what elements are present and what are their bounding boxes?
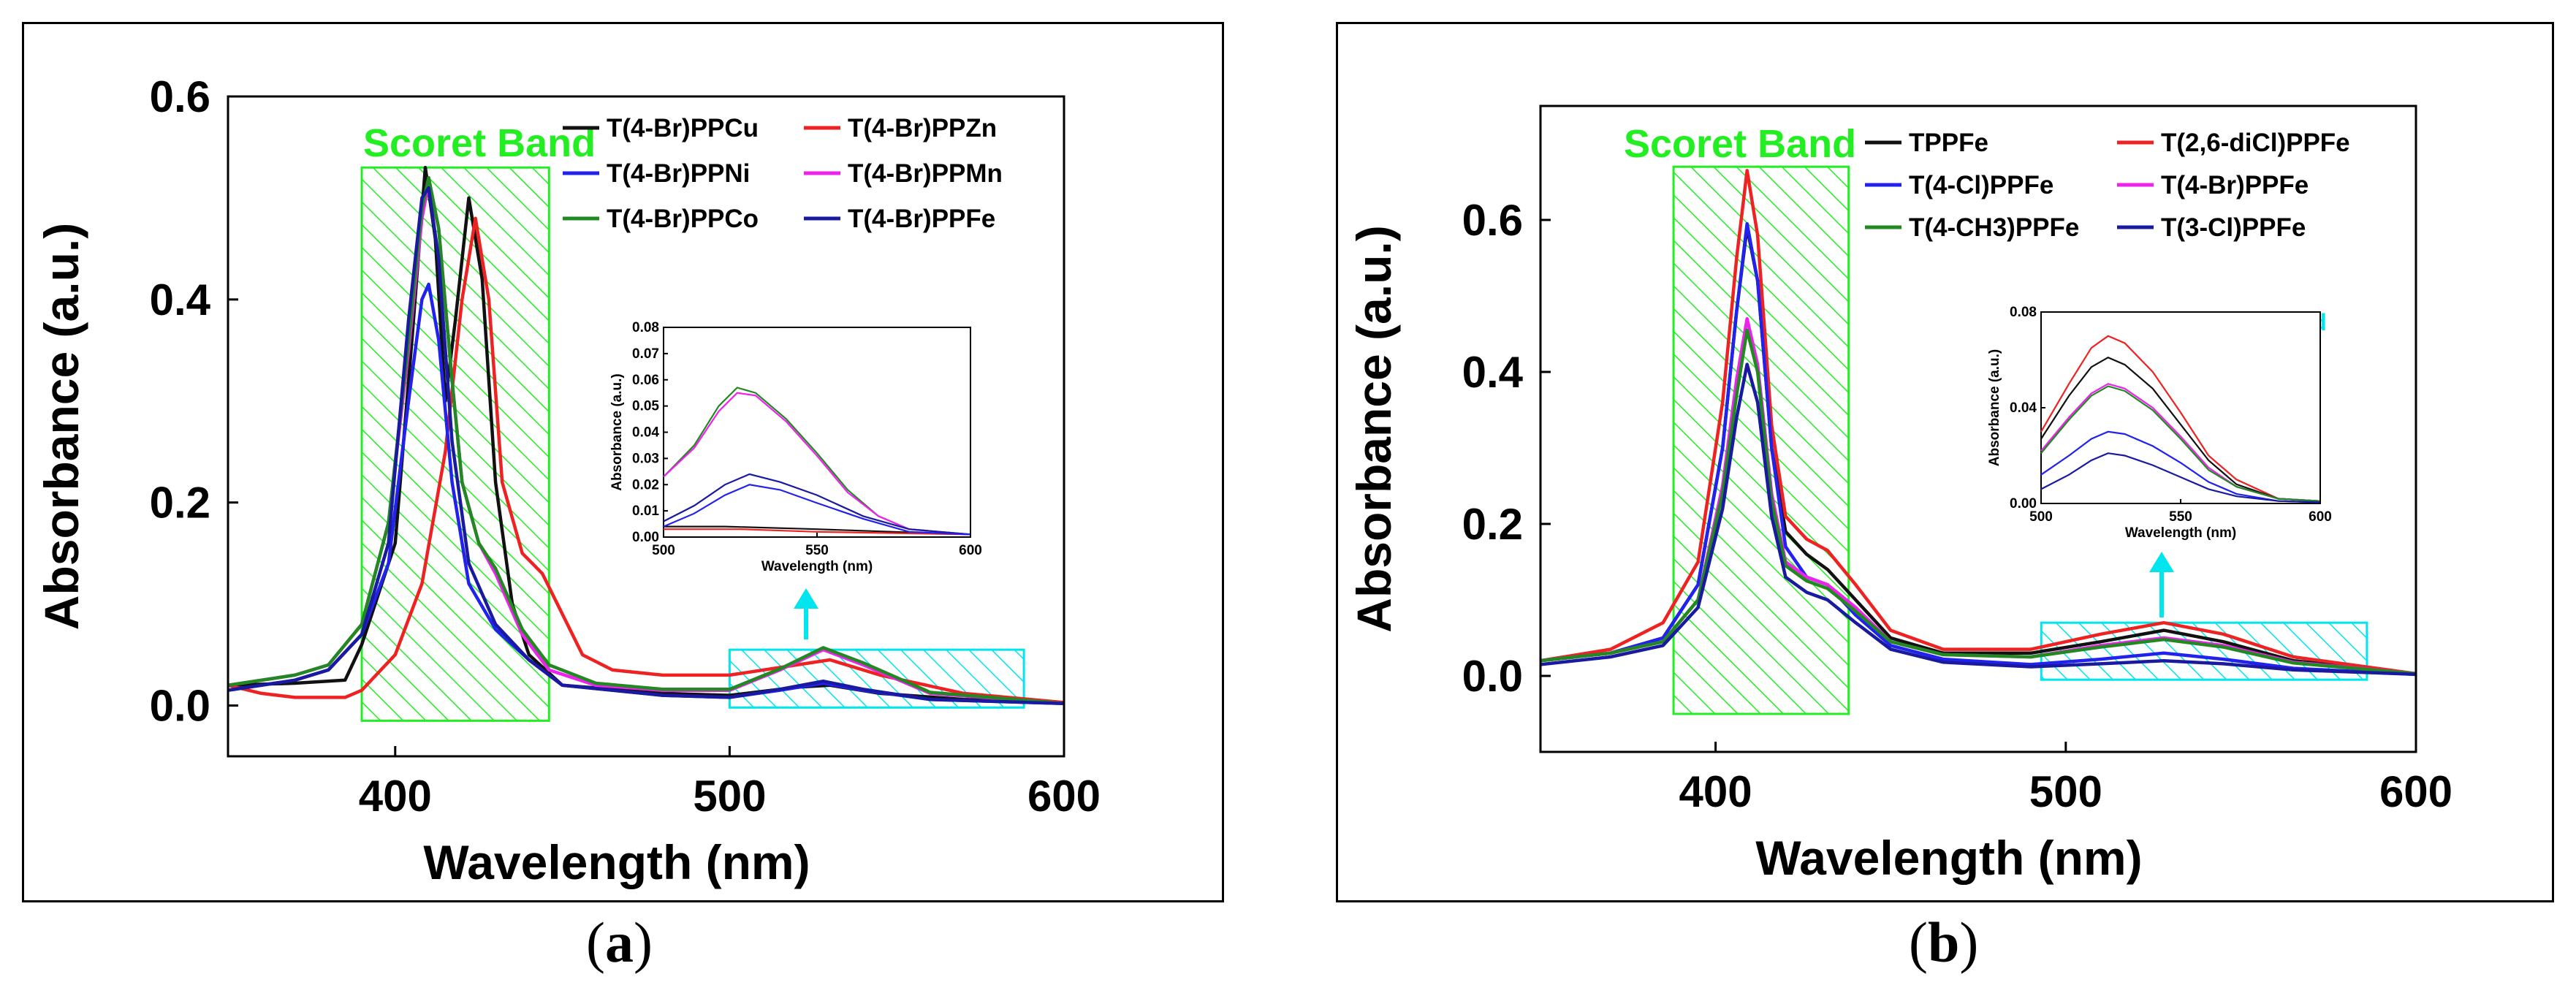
inset-x-title-b: Wavelength (nm) [2125, 525, 2236, 541]
inset-series-b-0 [2040, 335, 2321, 502]
series-line-a-2 [228, 282, 1064, 706]
inset-series-a-1 [664, 528, 971, 536]
scoret-band-label-b: Scoret Band [1624, 122, 1856, 166]
y-tick-label-a-3: 0.6 [150, 72, 210, 121]
legend-label-a-3: T(4-Br)PPMn [848, 159, 1003, 188]
y-tick-label-b-0: 0.0 [1462, 652, 1523, 701]
legend-label-a-0: T(4-Br)PPCu [607, 114, 759, 142]
inset-y-tick-label-a-2: 0.02 [632, 477, 659, 493]
legend-label-a-1: T(4-Br)PPZn [848, 114, 997, 142]
caption-a-letter: a [604, 910, 634, 974]
y-tick-label-b-3: 0.6 [1462, 196, 1523, 245]
x-tick-label-b-1: 500 [2029, 767, 2102, 816]
inset-y-tick-label-b-2: 0.08 [2010, 305, 2037, 320]
inset-series-a-4 [663, 473, 971, 536]
legend-label-a-2: T(4-Br)PPNi [607, 159, 750, 188]
y-axis-title-a: Absorbance (a.u.) [34, 223, 88, 630]
legend-label-a-4: T(4-Br)PPCo [607, 205, 759, 233]
inset-series-b-5 [2040, 452, 2321, 503]
x-tick-label-a-0: 400 [359, 772, 432, 821]
y-tick-label-a-1: 0.2 [150, 479, 210, 528]
inset-series-b-1 [2040, 356, 2321, 502]
caption-b-letter: b [1927, 910, 1960, 974]
q-band-arrow-head-a [794, 588, 818, 609]
legend-label-b-3: T(4-Br)PPFe [2161, 171, 2309, 199]
chart-a: 400 500 600 0.0 0.2 0.4 0.6 Wavelength (nm) Abso… [34, 72, 1101, 889]
inset-y-tick-label-a-0: 0.00 [632, 530, 659, 545]
series-line-a-5 [228, 186, 1064, 706]
inset-y-tick-label-b-1: 0.04 [2010, 400, 2037, 416]
legend-label-b-5: T(3-Cl)PPFe [2161, 213, 2306, 242]
legend-label-b-2: T(4-Cl)PPFe [1909, 171, 2053, 199]
inset-x-tick-label-b-1: 550 [2169, 509, 2192, 525]
inset-y-tick-label-a-6: 0.06 [632, 373, 659, 388]
scoret-band-a [360, 166, 550, 722]
x-tick-label-b-0: 400 [1679, 767, 1752, 816]
legend-label-b-1: T(2,6-diCl)PPFe [2161, 129, 2350, 157]
inset-x-tick-label-a-2: 600 [959, 543, 982, 558]
x-tick-label-a-2: 600 [1027, 772, 1101, 821]
plot-frame-a [227, 95, 1065, 758]
y-tick-label-a-0: 0.0 [150, 682, 210, 731]
inset-series-b-4 [2040, 430, 2321, 503]
x-axis-title-a: Wavelength (nm) [423, 835, 810, 889]
inset-y-tick-label-a-5: 0.05 [632, 399, 659, 414]
y-tick-label-a-2: 0.4 [150, 275, 211, 324]
panel-a-caption: (a) [586, 910, 653, 976]
series-line-b-1 [1540, 169, 2416, 676]
x-tick-label-a-1: 500 [693, 772, 766, 821]
inset-series-a-5 [663, 484, 971, 536]
caption-b-open: ( [1909, 910, 1928, 974]
caption-a-close: ) [633, 910, 653, 974]
inset-y-tick-label-a-4: 0.04 [632, 425, 659, 441]
q-band-arrow-head-b [2149, 552, 2174, 572]
y-axis-title-b: Absorbance (a.u.) [1347, 225, 1401, 632]
inset-y-title-a: Absorbance (a.u.) [609, 373, 625, 490]
inset-x-tick-label-a-0: 500 [652, 543, 675, 558]
inset-y-tick-label-a-1: 0.01 [632, 503, 659, 519]
inset-x-tick-label-b-0: 500 [2029, 509, 2053, 525]
series-line-b-5 [1540, 362, 2416, 677]
inset-frame-a [663, 327, 971, 538]
inset-frame-b [2040, 311, 2321, 504]
inset-series-a-3 [663, 392, 971, 536]
caption-b-close: ) [1959, 910, 1979, 974]
series-line-b-4 [1540, 328, 2416, 676]
y-tick-label-b-2: 0.4 [1462, 348, 1524, 397]
inset-y-tick-label-a-7: 0.07 [632, 346, 659, 362]
plot-frame-b [1539, 104, 2417, 753]
series-line-a-4 [228, 175, 1064, 706]
legend-label-b-0: TPPFe [1909, 129, 1988, 157]
panel-b-caption: (b) [1909, 910, 1978, 976]
inset-y-tick-label-b-0: 0.00 [2010, 496, 2037, 511]
legend-label-b-4: T(4-CH3)PPFe [1909, 213, 2079, 242]
inset-y-tick-label-a-3: 0.03 [632, 451, 659, 466]
legend-label-a-5: T(4-Br)PPFe [848, 205, 995, 233]
x-tick-label-b-2: 600 [2379, 767, 2452, 816]
inset-x-tick-label-a-1: 550 [805, 543, 829, 558]
inset-x-title-a: Wavelength (nm) [761, 559, 873, 574]
x-axis-title-b: Wavelength (nm) [1755, 831, 2142, 885]
inset-series-b-3 [2040, 385, 2321, 502]
chart-b: 400 500 600 0.0 0.2 0.4 0.6 Wavelength (nm) Abso… [1347, 104, 2452, 885]
panel-b-frame [1336, 22, 2554, 902]
inset-b: 500 550 600 0.00 0.04 0.08 Wavelength (nm) Abso… [1987, 305, 2332, 541]
inset-x-tick-label-b-2: 600 [2309, 509, 2332, 525]
inset-y-tick-label-a-8: 0.08 [632, 320, 659, 335]
series-line-a-1 [228, 216, 1064, 704]
y-tick-label-b-1: 0.2 [1462, 500, 1523, 549]
inset-a: 500 550 600 0.00 0.01 0.02 0.03 0.04 0.05 0.06 0.0… [609, 320, 982, 574]
caption-a-open: ( [586, 910, 605, 974]
inset-y-title-b: Absorbance (a.u.) [1987, 349, 2002, 466]
scoret-band-label-a: Scoret Band [363, 121, 596, 165]
